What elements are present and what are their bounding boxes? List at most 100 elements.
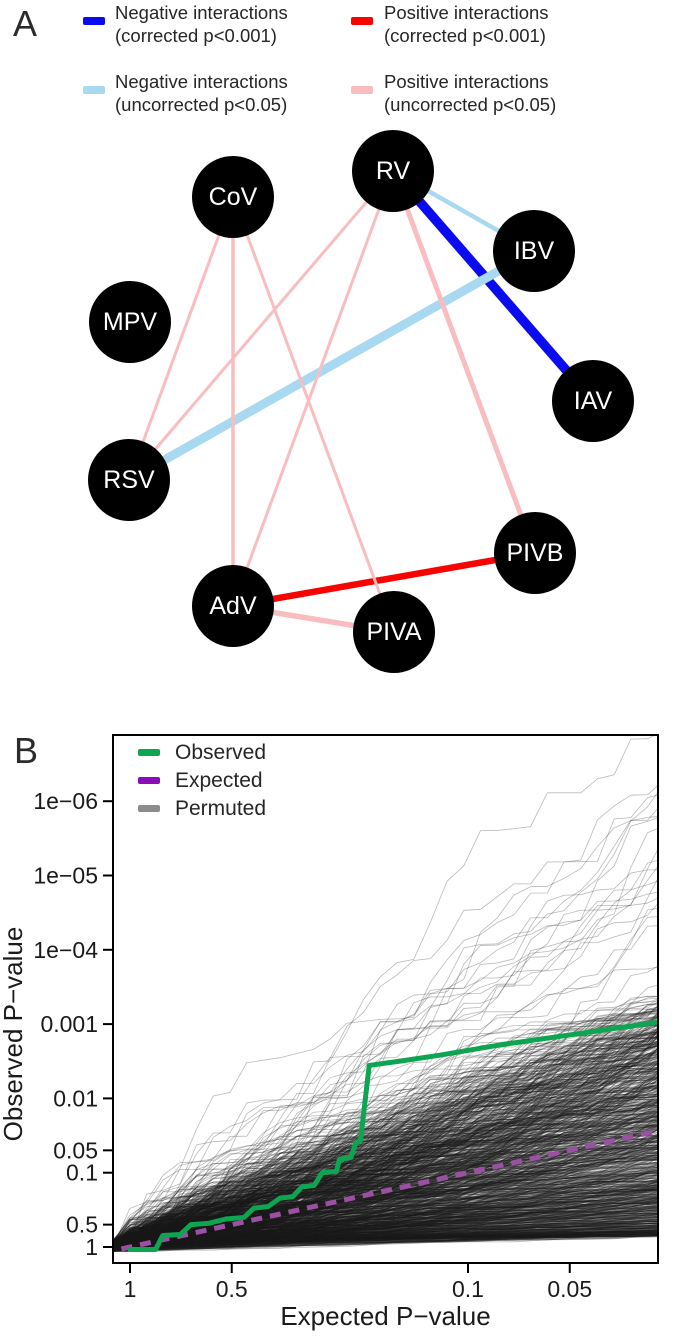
permuted-line — [114, 1209, 657, 1245]
permuted-line — [114, 1181, 657, 1249]
permuted-line — [114, 1225, 657, 1243]
permuted-line — [114, 1019, 657, 1245]
permuted-line — [114, 1198, 657, 1252]
permuted-line — [114, 1184, 657, 1245]
permuted-line — [114, 1144, 657, 1250]
permuted-line — [114, 1012, 657, 1248]
legend-label-positive-uncorrected: Positive interactions (uncorrected p<0.0… — [384, 70, 556, 116]
permuted-line — [114, 1187, 657, 1242]
permuted-line — [114, 794, 657, 1248]
permuted-line — [114, 1074, 657, 1247]
permuted-line — [114, 1120, 657, 1248]
permuted-line — [114, 1231, 657, 1251]
network-nodes: CoV RV IBV MPV IAV RSV PIVB AdV PIVA — [88, 130, 634, 673]
permuted-line — [114, 1000, 657, 1246]
permuted-line — [114, 1135, 657, 1241]
permuted-line — [114, 1009, 657, 1245]
permuted-line — [114, 1225, 657, 1251]
permuted-line — [114, 1195, 657, 1250]
permuted-line — [114, 1183, 657, 1248]
legend-line: (uncorrected p<0.05) — [384, 94, 557, 115]
permuted-line — [114, 1170, 657, 1247]
permuted-line — [114, 1221, 657, 1252]
permuted-line — [114, 1067, 657, 1244]
permuted-line — [114, 1157, 657, 1252]
permuted-line — [114, 1064, 657, 1251]
permuted-line — [114, 1217, 657, 1248]
permuted-line — [114, 1023, 657, 1241]
permuted-line — [114, 1062, 657, 1246]
permuted-line — [114, 1179, 657, 1247]
permuted-line — [114, 1155, 657, 1247]
permuted-line — [114, 1184, 657, 1247]
network-edge-RV-AdV — [231, 170, 395, 607]
permuted-line — [114, 1234, 657, 1249]
permuted-line — [114, 1208, 657, 1243]
permuted-line — [114, 1074, 657, 1246]
permuted-line — [114, 1111, 657, 1246]
permuted-line — [114, 1090, 657, 1244]
permuted-line — [114, 1206, 657, 1246]
legend-line: Positive interactions — [384, 2, 549, 23]
permuted-line — [114, 1211, 657, 1246]
permuted-line — [114, 1053, 657, 1247]
permuted-line — [114, 1230, 657, 1241]
permuted-line — [114, 1101, 657, 1251]
permuted-line — [114, 1109, 657, 1249]
permuted-line — [114, 1200, 657, 1249]
permuted-line — [114, 1186, 657, 1251]
permuted-line — [114, 1154, 657, 1246]
permuted-line — [114, 1225, 657, 1247]
permuted-line — [114, 1195, 657, 1245]
permuted-line — [114, 1227, 657, 1245]
permuted-line — [114, 1106, 657, 1242]
permuted-line — [114, 1229, 657, 1243]
permuted-line — [114, 1140, 657, 1245]
permuted-line — [114, 1220, 657, 1243]
permuted-line — [114, 1202, 657, 1247]
permuted-line — [114, 1231, 657, 1249]
permuted-line — [114, 1190, 657, 1249]
permuted-line — [114, 1044, 657, 1248]
permuted-line — [114, 1054, 657, 1246]
permuted-line — [114, 1199, 657, 1250]
permuted-line — [114, 1217, 657, 1252]
permuted-line — [114, 1112, 657, 1249]
permuted-line — [114, 1209, 657, 1247]
permuted-line — [114, 1172, 657, 1247]
permuted-line — [114, 1025, 657, 1247]
permuted-line — [114, 1019, 657, 1240]
permuted-line — [114, 1044, 657, 1241]
permuted-line — [114, 1216, 657, 1244]
permuted-line — [114, 880, 657, 1245]
permuted-line — [114, 1220, 657, 1247]
permuted-line — [114, 1038, 657, 1247]
permuted-line — [114, 1228, 657, 1244]
permuted-line — [114, 1190, 657, 1247]
permuted-line — [114, 1089, 657, 1243]
permuted-line — [114, 1040, 657, 1242]
permuted-line — [114, 1205, 657, 1246]
permuted-line — [114, 1012, 657, 1240]
permuted-line — [114, 1198, 657, 1242]
permuted-line — [114, 1217, 657, 1244]
permuted-line — [114, 1104, 657, 1251]
permuted-line — [114, 1074, 657, 1246]
permuted-line — [114, 1203, 657, 1250]
permuted-line — [114, 1189, 657, 1249]
permuted-line — [114, 1202, 657, 1248]
permuted-line — [114, 1213, 657, 1247]
permuted-line — [114, 1112, 657, 1246]
permuted-line — [114, 1099, 657, 1251]
permuted-line — [114, 1187, 657, 1247]
permuted-line — [114, 1189, 657, 1243]
permuted-line — [114, 1189, 657, 1250]
permuted-line — [114, 1157, 657, 1250]
legend-label-observed: Observed — [175, 741, 267, 764]
permuted-line — [114, 1095, 657, 1246]
permuted-line — [114, 1233, 657, 1245]
permuted-line — [114, 1068, 657, 1248]
permuted-line — [114, 1148, 657, 1250]
permuted-line — [114, 1082, 657, 1241]
permuted-line — [114, 1233, 657, 1249]
